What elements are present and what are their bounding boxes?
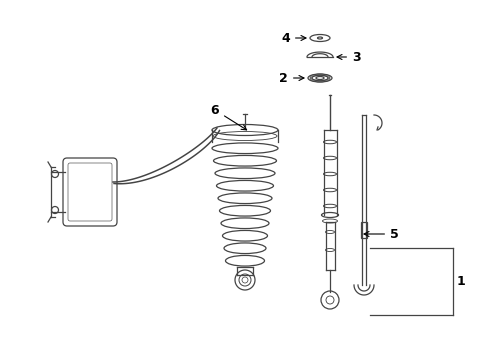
Text: 2: 2 — [279, 72, 304, 85]
Text: 4: 4 — [281, 32, 305, 45]
Text: 6: 6 — [210, 104, 246, 130]
Text: 5: 5 — [363, 228, 398, 240]
Text: 1: 1 — [456, 275, 465, 288]
Bar — [360, 222, 366, 238]
Text: 3: 3 — [336, 50, 360, 63]
